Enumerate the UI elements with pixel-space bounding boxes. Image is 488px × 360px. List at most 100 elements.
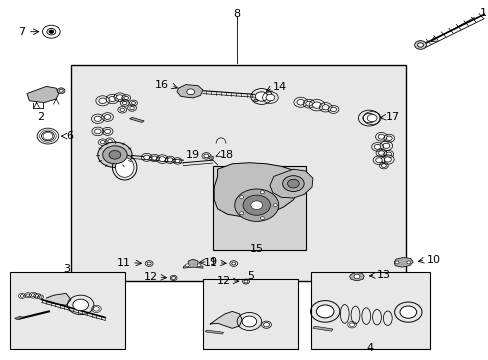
Circle shape	[265, 94, 274, 101]
Polygon shape	[15, 316, 23, 320]
Polygon shape	[349, 273, 364, 281]
Text: 8: 8	[233, 9, 240, 19]
Polygon shape	[214, 163, 300, 217]
Circle shape	[98, 142, 132, 167]
Circle shape	[394, 261, 398, 264]
Circle shape	[260, 217, 264, 220]
Circle shape	[124, 96, 128, 100]
Circle shape	[130, 107, 134, 110]
Circle shape	[378, 151, 384, 155]
Text: 13: 13	[376, 270, 390, 280]
Circle shape	[59, 89, 63, 92]
Circle shape	[362, 113, 375, 123]
Circle shape	[101, 140, 104, 144]
Circle shape	[305, 101, 312, 106]
Circle shape	[263, 323, 269, 327]
Circle shape	[375, 158, 382, 163]
Circle shape	[349, 323, 354, 327]
Polygon shape	[205, 330, 223, 334]
Polygon shape	[129, 117, 144, 122]
Text: 11: 11	[117, 258, 131, 268]
Circle shape	[116, 95, 123, 100]
Circle shape	[260, 191, 264, 194]
Circle shape	[47, 28, 56, 35]
Polygon shape	[177, 85, 203, 98]
Circle shape	[417, 43, 423, 47]
Circle shape	[185, 264, 189, 267]
FancyBboxPatch shape	[71, 65, 405, 281]
Circle shape	[353, 274, 359, 279]
Circle shape	[171, 276, 175, 279]
Circle shape	[104, 114, 111, 120]
Circle shape	[41, 131, 54, 141]
Circle shape	[250, 201, 262, 210]
Circle shape	[282, 176, 304, 192]
Text: 6: 6	[66, 131, 73, 141]
Text: 3: 3	[63, 264, 70, 274]
Text: 17: 17	[385, 112, 399, 122]
Text: 9: 9	[208, 257, 216, 267]
Circle shape	[147, 262, 151, 265]
Circle shape	[386, 152, 391, 156]
Text: 12: 12	[143, 272, 157, 282]
Circle shape	[94, 116, 101, 121]
Circle shape	[104, 129, 110, 134]
Circle shape	[31, 294, 35, 297]
Polygon shape	[312, 326, 332, 331]
Text: 12: 12	[216, 276, 230, 286]
Ellipse shape	[115, 157, 134, 177]
FancyBboxPatch shape	[10, 272, 124, 349]
Circle shape	[73, 299, 88, 311]
Polygon shape	[269, 169, 312, 198]
Circle shape	[43, 132, 53, 140]
Circle shape	[99, 98, 106, 104]
Text: 10: 10	[426, 255, 440, 265]
Circle shape	[26, 294, 30, 297]
Polygon shape	[393, 257, 412, 267]
Circle shape	[386, 136, 391, 140]
Circle shape	[373, 144, 380, 149]
Circle shape	[109, 150, 121, 159]
Circle shape	[242, 316, 256, 327]
Circle shape	[167, 158, 173, 162]
Circle shape	[109, 96, 116, 102]
Text: 7: 7	[19, 27, 26, 37]
Circle shape	[203, 154, 208, 158]
FancyBboxPatch shape	[212, 166, 305, 250]
Circle shape	[406, 261, 410, 264]
Circle shape	[208, 156, 213, 159]
Circle shape	[39, 296, 42, 298]
Circle shape	[243, 195, 270, 215]
Circle shape	[20, 294, 23, 297]
Circle shape	[384, 157, 390, 162]
Circle shape	[399, 306, 416, 318]
Circle shape	[255, 92, 267, 101]
Circle shape	[239, 196, 243, 199]
Circle shape	[231, 262, 235, 265]
Circle shape	[273, 204, 277, 207]
Circle shape	[143, 155, 149, 159]
Text: 4: 4	[366, 343, 373, 353]
Circle shape	[131, 102, 135, 104]
Circle shape	[287, 179, 299, 188]
Circle shape	[107, 139, 112, 143]
Text: 18: 18	[220, 150, 234, 160]
Text: 5: 5	[246, 271, 253, 281]
Circle shape	[366, 114, 376, 122]
Polygon shape	[46, 293, 71, 305]
Circle shape	[93, 307, 99, 311]
Circle shape	[239, 212, 243, 215]
Circle shape	[102, 146, 127, 164]
Polygon shape	[253, 99, 258, 102]
Circle shape	[382, 143, 389, 148]
Circle shape	[122, 102, 127, 105]
Circle shape	[94, 129, 101, 134]
Circle shape	[57, 88, 65, 94]
Text: 14: 14	[272, 82, 286, 92]
Text: 11: 11	[203, 258, 217, 268]
Circle shape	[120, 108, 124, 112]
Circle shape	[234, 189, 278, 221]
Circle shape	[175, 159, 180, 163]
Circle shape	[159, 157, 165, 162]
Text: 1: 1	[479, 8, 486, 18]
